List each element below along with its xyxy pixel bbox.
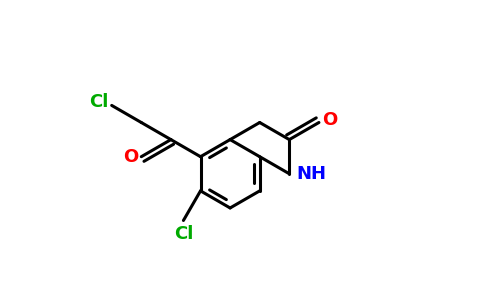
Text: Cl: Cl <box>90 93 109 111</box>
Text: NH: NH <box>297 165 327 183</box>
Text: O: O <box>322 110 337 128</box>
Text: Cl: Cl <box>174 225 193 243</box>
Text: O: O <box>123 148 138 166</box>
